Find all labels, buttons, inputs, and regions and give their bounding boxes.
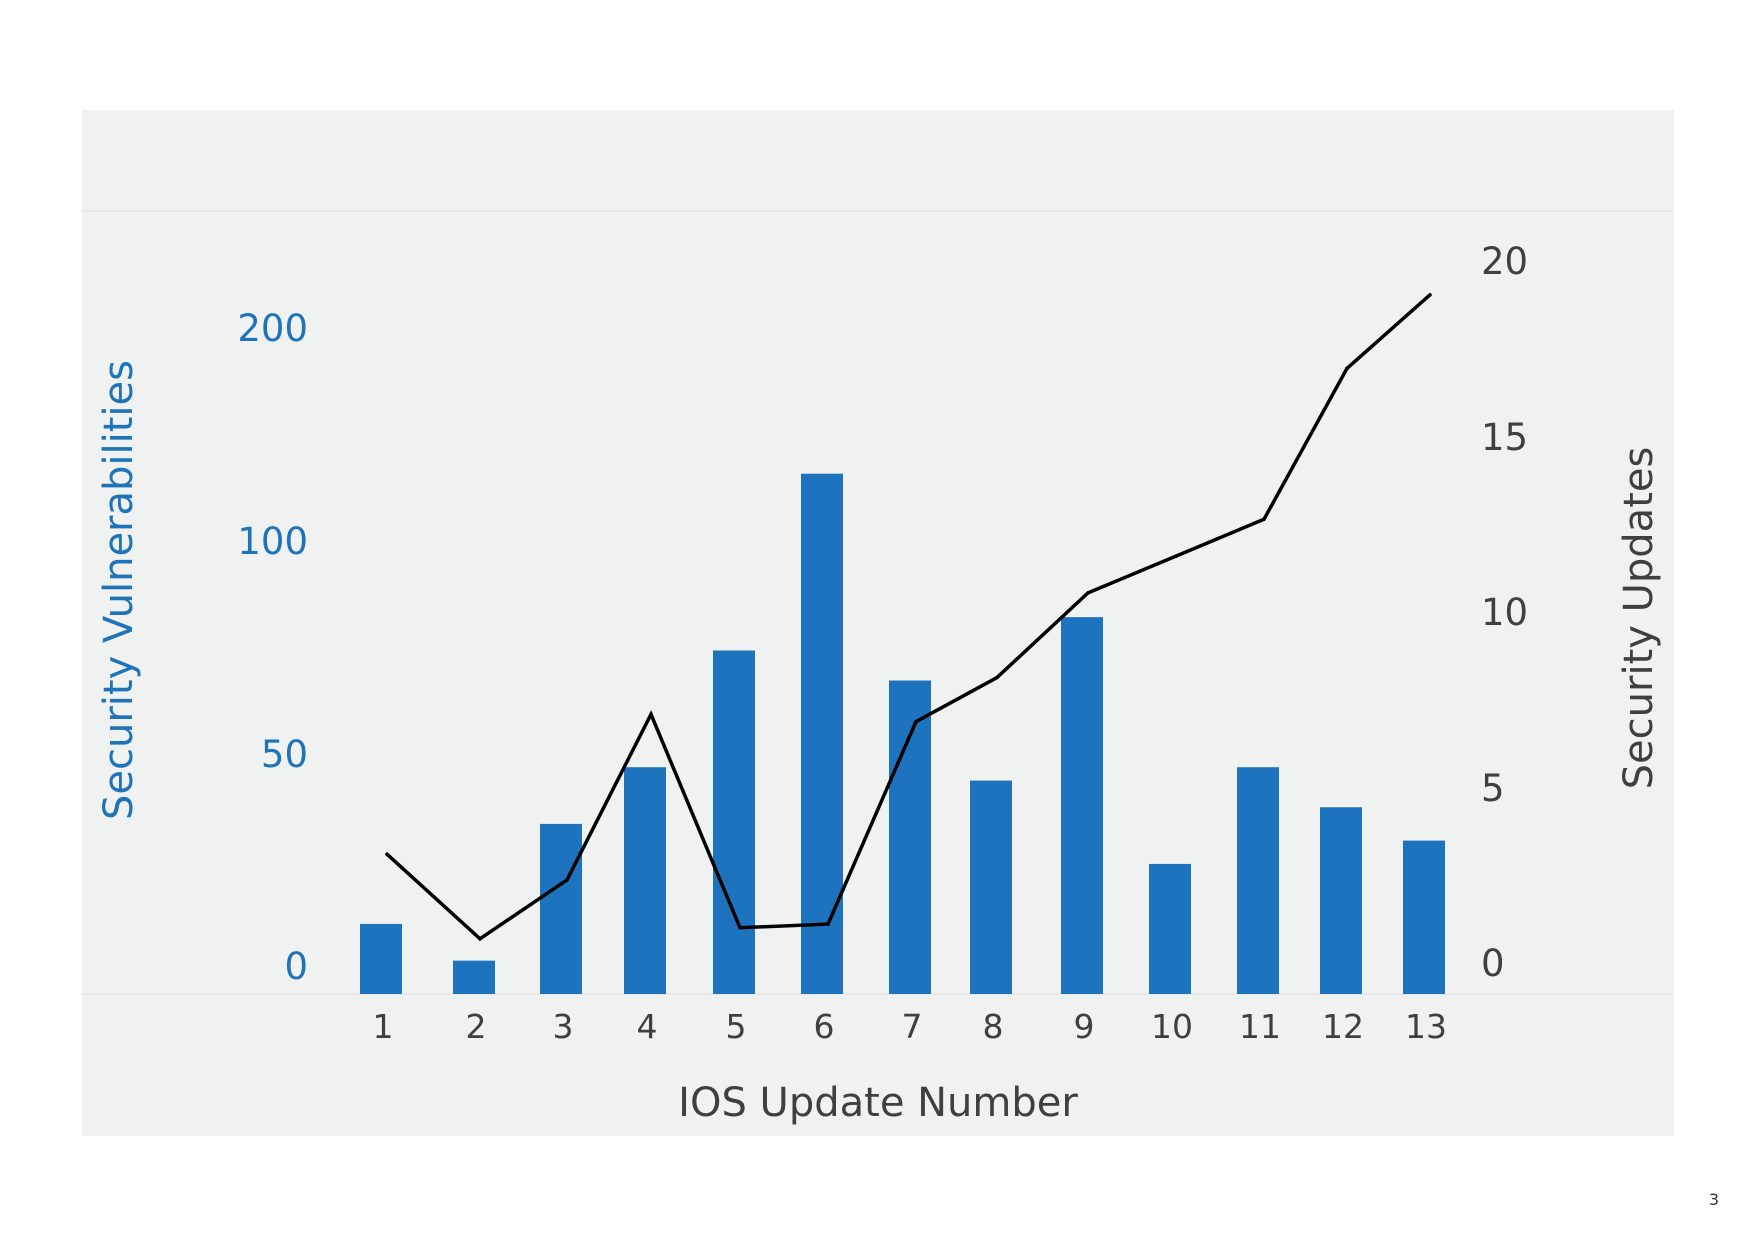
x-tick-labels: 1 2 3 4 5 6 7 8 9 10 11 12 13 <box>373 1007 1448 1046</box>
x-tick-10: 10 <box>1151 1007 1193 1046</box>
left-tick-200: 200 <box>237 307 308 350</box>
bar-12 <box>1320 807 1362 994</box>
right-tick-0: 0 <box>1481 942 1505 985</box>
line-point-3 <box>565 878 569 882</box>
right-tick-15: 15 <box>1481 416 1528 459</box>
line-point-12 <box>1345 366 1349 371</box>
page-number: 3 <box>1708 1190 1719 1209</box>
line-point-7 <box>914 719 918 724</box>
bar-13 <box>1403 840 1445 994</box>
line-point-9 <box>1086 591 1090 595</box>
x-axis-title: IOS Update Number <box>678 1080 1078 1126</box>
left-tick-labels: 0 50 100 200 <box>237 307 308 988</box>
y-axis-title: Security Vulnerabilities <box>96 360 142 820</box>
x-tick-6: 6 <box>814 1007 835 1046</box>
line-point-13 <box>1428 293 1432 297</box>
x-tick-8: 8 <box>983 1007 1004 1046</box>
right-tick-labels: 0 5 10 15 20 <box>1481 240 1528 985</box>
right-tick-20: 20 <box>1481 240 1528 283</box>
line-point-5 <box>738 925 742 930</box>
x-tick-1: 1 <box>373 1007 394 1046</box>
line-point-8 <box>995 675 999 680</box>
line-group <box>385 293 1432 942</box>
x-tick-3: 3 <box>553 1007 574 1046</box>
line-point-2 <box>478 937 482 941</box>
x-tick-4: 4 <box>637 1007 658 1046</box>
line-point-4 <box>649 712 653 717</box>
bar-3 <box>540 823 582 994</box>
bar-10 <box>1149 863 1191 994</box>
left-tick-50: 50 <box>261 733 308 776</box>
right-tick-10: 10 <box>1481 591 1528 634</box>
bar-9 <box>1061 617 1103 994</box>
bar-6 <box>801 473 843 994</box>
bar-1 <box>360 923 402 994</box>
x-tick-12: 12 <box>1322 1007 1364 1046</box>
bar-11 <box>1237 767 1279 994</box>
line-point-10 <box>1174 554 1178 558</box>
bar-8 <box>970 780 1012 994</box>
y2-axis-title: Security Updates <box>1616 447 1662 790</box>
x-tick-9: 9 <box>1074 1007 1095 1046</box>
bar-2 <box>453 960 495 994</box>
line-point-1 <box>385 852 389 856</box>
left-tick-0: 0 <box>284 945 308 988</box>
x-tick-7: 7 <box>902 1007 923 1046</box>
bar-4 <box>624 767 666 994</box>
bar-7 <box>889 680 931 994</box>
right-tick-5: 5 <box>1481 767 1505 810</box>
x-tick-5: 5 <box>726 1007 747 1046</box>
x-tick-2: 2 <box>466 1007 487 1046</box>
line-point-11 <box>1262 517 1266 522</box>
line-point-6 <box>826 922 830 926</box>
x-tick-13: 13 <box>1405 1007 1447 1046</box>
x-tick-11: 11 <box>1239 1007 1281 1046</box>
left-tick-100: 100 <box>237 520 308 563</box>
bar-5 <box>713 650 755 994</box>
